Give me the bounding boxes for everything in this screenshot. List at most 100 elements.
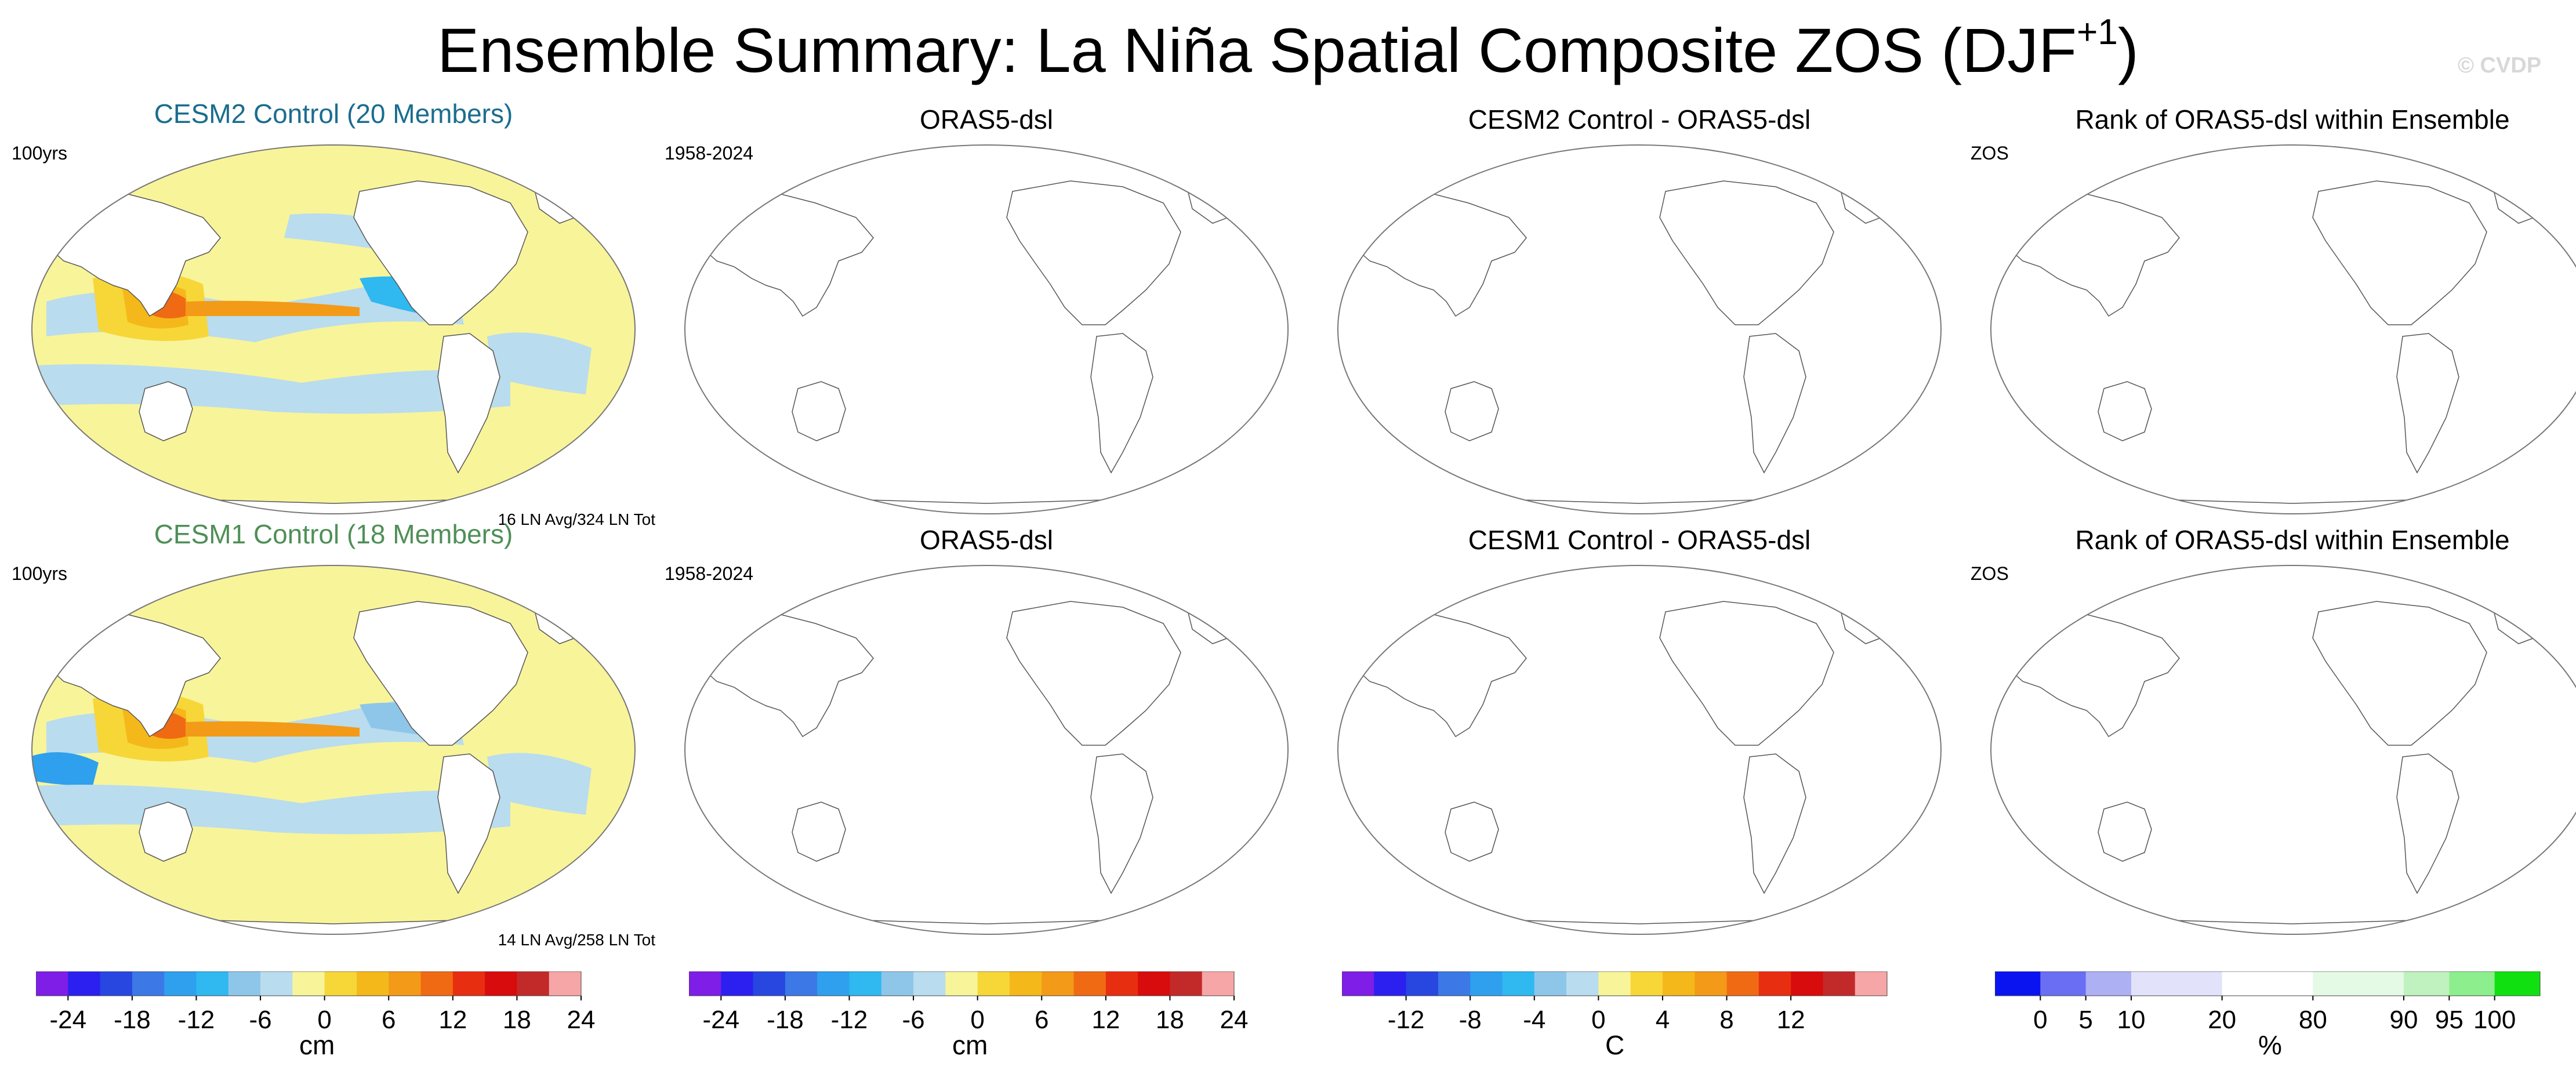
colorbar-swatch xyxy=(1823,971,1856,996)
colorbar-swatch xyxy=(1138,971,1170,996)
map-svg xyxy=(31,144,636,514)
coastline xyxy=(2396,753,2459,894)
panel-count-note: 14 LN Avg/258 LN Tot xyxy=(498,931,655,949)
map-field xyxy=(1357,599,1898,934)
colorbar-swatch xyxy=(1566,971,1599,996)
coastline xyxy=(1006,180,1181,325)
map-frame xyxy=(684,144,1289,514)
colorbar-tick-label: -4 xyxy=(1523,1006,1545,1034)
title-close: ) xyxy=(2117,15,2139,85)
map-field xyxy=(2010,178,2551,514)
colorbar: 0 5 10 20 80 90 95 100% xyxy=(1995,971,2576,1070)
coastline xyxy=(1659,601,1834,746)
colorbar-tick-label: 24 xyxy=(567,1006,596,1034)
map-svg xyxy=(1990,144,2576,514)
colorbar-swatch xyxy=(2358,971,2404,996)
colorbar-swatch xyxy=(881,971,914,996)
colorbar-swatch xyxy=(164,971,197,996)
colorbar-swatch xyxy=(2085,971,2132,996)
colorbar-swatch xyxy=(689,971,721,996)
coastline xyxy=(1445,381,1499,441)
field-blue-region xyxy=(487,332,592,394)
colorbar-frame xyxy=(1342,971,1888,996)
map-field xyxy=(704,599,1245,934)
colorbar-tick-label: -18 xyxy=(767,1006,804,1034)
colorbar-frame xyxy=(36,971,582,996)
colorbar-tick-label: 12 xyxy=(1091,1006,1120,1034)
colorbar-tick-label: -8 xyxy=(1459,1006,1482,1034)
map-field xyxy=(704,178,1245,514)
colorbar-swatch xyxy=(945,971,978,996)
title-main: Ensemble Summary: La Niña Spatial Compos… xyxy=(437,15,2077,85)
colorbar-swatch xyxy=(1170,971,1203,996)
colorbar-swatch xyxy=(1406,971,1439,996)
colorbar-swatch xyxy=(2267,971,2313,996)
coastline xyxy=(1357,192,1527,317)
colorbar-swatch xyxy=(260,971,293,996)
land-mass xyxy=(51,612,221,738)
coastline xyxy=(1090,753,1153,894)
colorbar-swatch xyxy=(2404,971,2450,996)
panel-corner-label: 100yrs xyxy=(12,143,68,164)
colorbar-swatch xyxy=(1438,971,1471,996)
coastline xyxy=(2312,180,2487,325)
colorbar-swatch xyxy=(785,971,818,996)
map-field xyxy=(32,145,635,514)
panel-corner-label: 1958-2024 xyxy=(665,143,754,164)
colorbar-swatch xyxy=(228,971,261,996)
map-svg xyxy=(1337,565,1942,935)
colorbar-tick-label: -24 xyxy=(49,1006,86,1034)
colorbar-tick-label: 10 xyxy=(2117,1006,2146,1034)
colorbar-swatch xyxy=(2222,971,2268,996)
coastline xyxy=(1403,913,1875,934)
colorbar-swatch xyxy=(549,971,582,996)
field-warm-region xyxy=(186,721,360,737)
colorbar-tick-label: 12 xyxy=(1777,1006,1805,1034)
coastline xyxy=(2492,178,2551,224)
colorbar-tick-label: 18 xyxy=(503,1006,531,1034)
colorbar-swatch xyxy=(1073,971,1106,996)
colorbar-tick-label: 4 xyxy=(1656,1006,1670,1034)
colorbar-swatch xyxy=(1009,971,1042,996)
colorbar-tick-label: -18 xyxy=(114,1006,151,1034)
coastline xyxy=(750,913,1222,934)
coastline xyxy=(704,192,874,317)
colorbar-swatch xyxy=(1598,971,1631,996)
field-blue-region xyxy=(32,752,99,786)
colorbar-unit: cm xyxy=(299,1030,335,1060)
land-mass xyxy=(437,753,500,894)
colorbar-unit: C xyxy=(1605,1030,1625,1060)
land-mass xyxy=(51,192,221,317)
panel-corner-label: ZOS xyxy=(1971,143,2009,164)
map-frame xyxy=(31,565,636,935)
colorbar-swatch xyxy=(1502,971,1535,996)
colorbar-swatch xyxy=(1758,971,1791,996)
colorbar-swatch xyxy=(2040,971,2087,996)
coastline xyxy=(2010,612,2180,738)
map-panel: ORAS5-dsl 1958-2024 xyxy=(665,104,1308,534)
colorbar-swatch xyxy=(100,971,133,996)
panel-corner-label: 100yrs xyxy=(12,563,68,584)
panel-title: CESM1 Control - ORAS5-dsl xyxy=(1468,525,1811,555)
coastline xyxy=(2056,913,2528,934)
coastline xyxy=(1743,333,1806,474)
map-svg xyxy=(684,565,1289,935)
colorbar-swatch xyxy=(913,971,946,996)
field-blue-region xyxy=(487,753,592,815)
land-mass xyxy=(437,333,500,474)
colorbar-swatch xyxy=(2494,971,2541,996)
panel-title: Rank of ORAS5-dsl within Ensemble xyxy=(2075,104,2510,135)
colorbar-swatch xyxy=(1534,971,1567,996)
colorbar-swatch xyxy=(292,971,325,996)
map-panel: ORAS5-dsl 1958-2024 xyxy=(665,525,1308,954)
colorbar-swatch xyxy=(721,971,754,996)
colorbar-unit: % xyxy=(2258,1030,2282,1060)
colorbar-swatch xyxy=(1342,971,1374,996)
map-frame xyxy=(684,565,1289,935)
panel-corner-label: 1958-2024 xyxy=(665,563,754,584)
colorbar-swatch xyxy=(324,971,357,996)
colorbar-swatch xyxy=(132,971,165,996)
coastline xyxy=(2396,333,2459,474)
colorbar-swatch xyxy=(977,971,1010,996)
figure-title: Ensemble Summary: La Niña Spatial Compos… xyxy=(0,13,2576,88)
